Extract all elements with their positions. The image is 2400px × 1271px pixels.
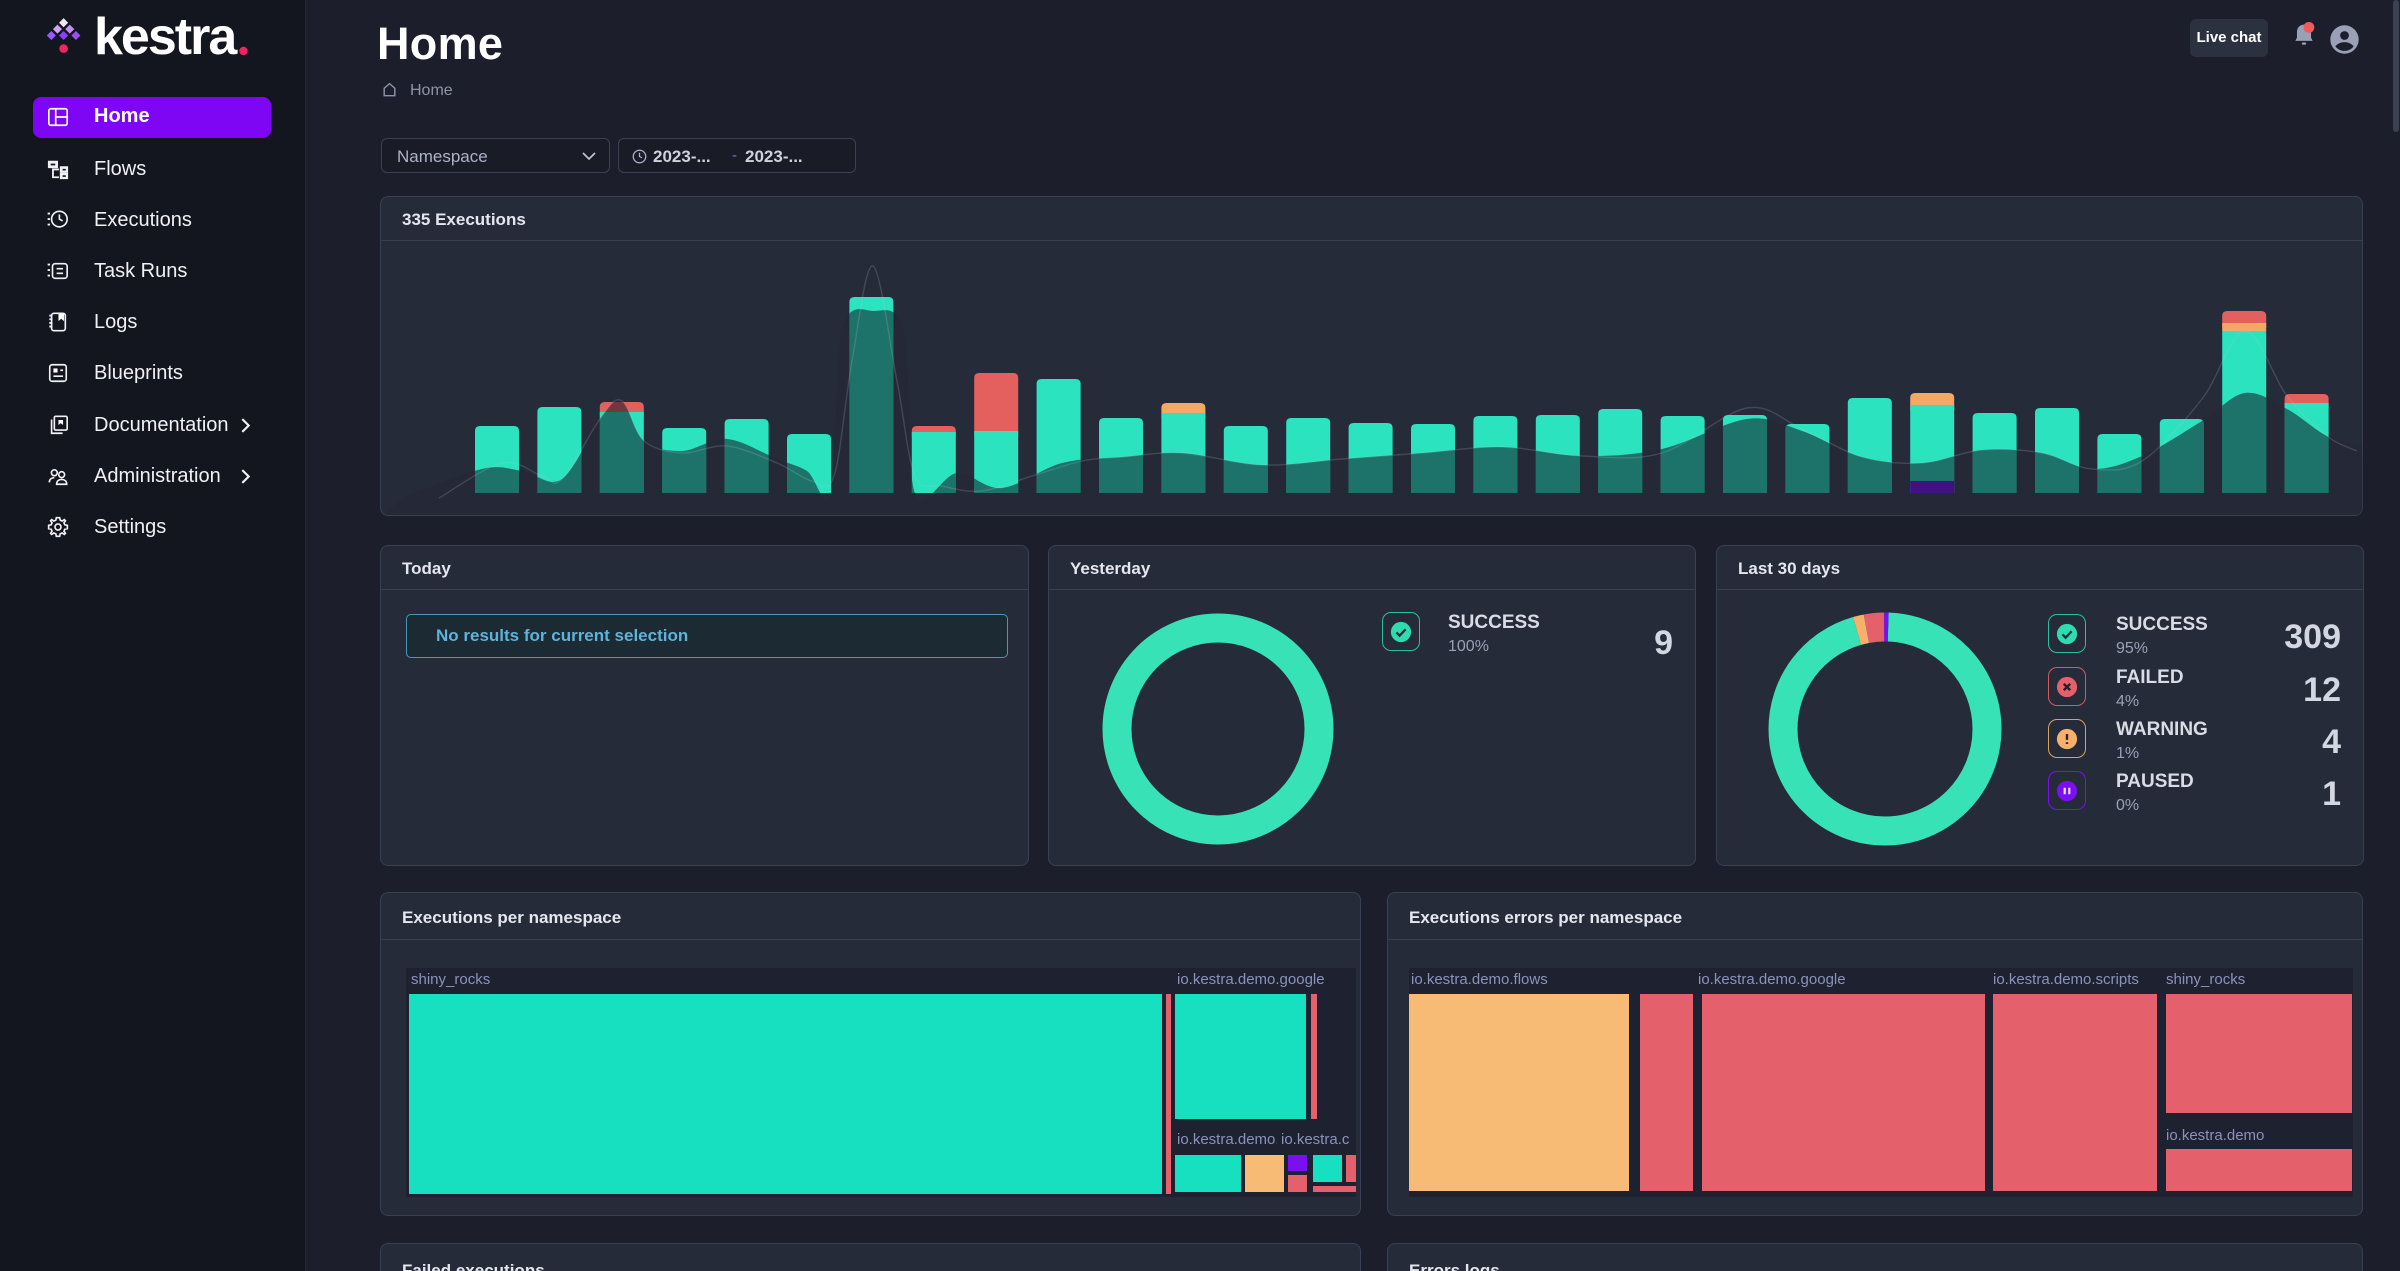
svg-text:kestra: kestra — [94, 8, 238, 66]
